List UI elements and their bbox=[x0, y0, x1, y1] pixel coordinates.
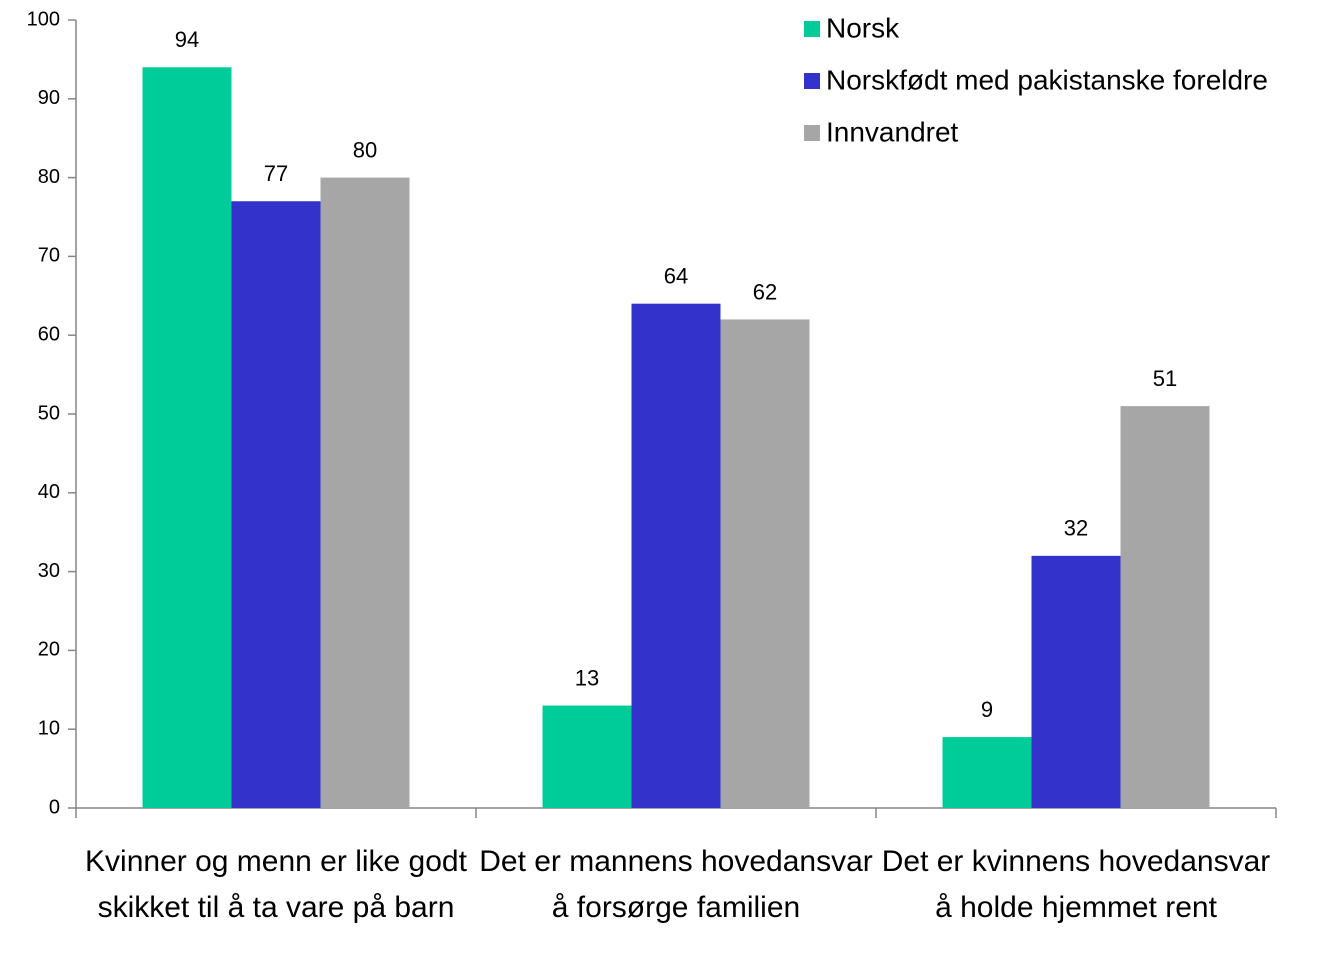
bar bbox=[631, 303, 721, 808]
y-tick-label: 40 bbox=[38, 481, 60, 503]
legend-swatch bbox=[804, 73, 820, 89]
value-label: 77 bbox=[264, 161, 288, 186]
legend-label: Norskfødt med pakistanske foreldre bbox=[826, 64, 1268, 95]
value-label: 80 bbox=[353, 137, 377, 162]
y-tick-label: 0 bbox=[49, 796, 60, 818]
x-tick-label: Kvinner og menn er like godt skikket til… bbox=[85, 845, 467, 924]
legend-label: Innvandret bbox=[826, 116, 959, 147]
bar bbox=[942, 737, 1032, 808]
y-tick-label: 80 bbox=[38, 166, 60, 188]
bar bbox=[720, 319, 810, 808]
bar bbox=[1031, 555, 1121, 808]
bar bbox=[1120, 406, 1210, 808]
y-tick-label: 50 bbox=[38, 402, 60, 424]
y-tick-label: 10 bbox=[38, 717, 60, 739]
y-tick-label: 20 bbox=[38, 639, 60, 661]
bar bbox=[231, 201, 321, 809]
bar bbox=[320, 177, 410, 809]
value-label: 9 bbox=[981, 697, 993, 722]
x-tick-label: Det er mannens hovedansvar å forsørge fa… bbox=[479, 845, 873, 924]
y-tick-label: 70 bbox=[38, 245, 60, 267]
bar bbox=[142, 67, 232, 808]
y-tick-label: 30 bbox=[38, 560, 60, 582]
value-label: 32 bbox=[1064, 516, 1088, 541]
value-label: 64 bbox=[664, 263, 688, 288]
legend-swatch bbox=[804, 21, 820, 37]
y-tick-label: 90 bbox=[38, 87, 60, 109]
legend-swatch bbox=[804, 125, 820, 141]
x-tick-label: Det er kvinnens hovedansvar å holde hjem… bbox=[881, 845, 1271, 924]
value-label: 62 bbox=[753, 279, 777, 304]
y-tick-label: 60 bbox=[38, 323, 60, 345]
value-label: 51 bbox=[1153, 366, 1177, 391]
y-tick-label: 100 bbox=[27, 8, 60, 30]
value-label: 13 bbox=[575, 665, 599, 690]
value-label: 94 bbox=[175, 27, 199, 52]
bar bbox=[542, 705, 632, 808]
legend-label: Norsk bbox=[826, 12, 900, 43]
